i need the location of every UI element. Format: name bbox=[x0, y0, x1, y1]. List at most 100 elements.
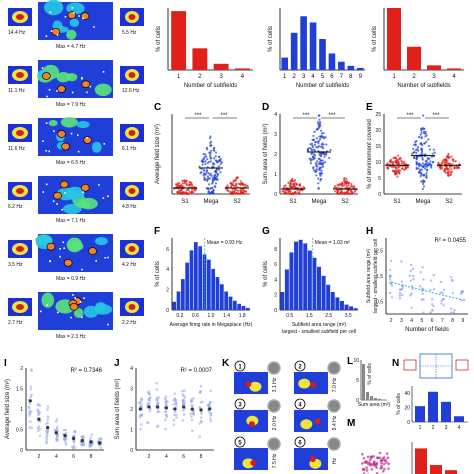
data-point bbox=[181, 191, 184, 194]
data-point bbox=[239, 189, 242, 192]
x-tick-label: 1.4 bbox=[223, 313, 230, 319]
right-rate-label: 2.2 Hz bbox=[122, 320, 137, 326]
data-point bbox=[291, 179, 294, 182]
data-point bbox=[239, 180, 243, 183]
x-tick-label: 0.5 bbox=[286, 313, 293, 319]
bar bbox=[430, 465, 442, 474]
data-point bbox=[449, 307, 453, 310]
data-point bbox=[205, 155, 208, 158]
data-point bbox=[350, 184, 353, 187]
r2-annotation: R² = 0.0455 bbox=[434, 238, 466, 244]
data-point bbox=[345, 181, 348, 184]
unvisited-bin bbox=[102, 197, 105, 199]
data-point bbox=[375, 456, 379, 460]
data-point bbox=[209, 389, 212, 393]
data-point bbox=[316, 127, 319, 130]
data-point bbox=[209, 137, 212, 140]
data-point bbox=[433, 151, 436, 154]
data-point bbox=[427, 138, 430, 141]
sig-label: *** bbox=[220, 113, 228, 119]
data-point bbox=[207, 410, 211, 414]
data-point bbox=[192, 397, 195, 400]
data-point bbox=[328, 156, 331, 159]
data-point bbox=[389, 291, 392, 295]
data-point bbox=[213, 185, 216, 188]
bar bbox=[328, 53, 336, 70]
label-bg bbox=[330, 452, 338, 470]
data-point bbox=[314, 141, 317, 144]
environment-icon bbox=[267, 361, 281, 375]
map-index: 3 bbox=[238, 403, 242, 409]
data-point bbox=[372, 463, 376, 467]
data-point bbox=[342, 184, 345, 187]
data-point bbox=[431, 303, 434, 306]
data-point bbox=[323, 155, 326, 158]
x-tick-label: 1 bbox=[419, 425, 422, 431]
bar bbox=[366, 392, 369, 400]
data-point bbox=[209, 151, 212, 154]
sig-label: *** bbox=[302, 113, 310, 119]
x-tick-label: 2 bbox=[292, 74, 296, 80]
data-point bbox=[310, 148, 313, 151]
data-point bbox=[198, 422, 201, 425]
example-map bbox=[294, 410, 328, 432]
data-point bbox=[429, 279, 433, 282]
data-point bbox=[155, 425, 159, 428]
mean-point bbox=[208, 407, 212, 411]
data-point bbox=[365, 469, 369, 472]
unvisited-bin bbox=[107, 256, 109, 259]
data-point bbox=[348, 192, 351, 195]
data-point bbox=[389, 259, 393, 263]
data-point bbox=[234, 179, 237, 182]
data-point bbox=[209, 135, 212, 138]
data-point bbox=[452, 311, 456, 314]
data-point bbox=[198, 165, 201, 168]
field-peak bbox=[128, 130, 136, 136]
data-point bbox=[353, 189, 357, 192]
x-tick-label: Mega bbox=[203, 199, 219, 205]
data-point bbox=[388, 278, 392, 281]
data-point bbox=[419, 175, 422, 178]
x-tick-label: 3 bbox=[400, 318, 403, 324]
field-peak bbox=[16, 246, 24, 252]
mean-point bbox=[80, 438, 84, 443]
data-point bbox=[293, 178, 297, 182]
data-point bbox=[287, 181, 290, 184]
data-point bbox=[322, 137, 326, 140]
data-point bbox=[202, 157, 206, 160]
y-tick-label: 2 bbox=[166, 288, 169, 294]
data-point bbox=[425, 140, 428, 143]
data-point bbox=[242, 191, 245, 194]
mega-peak bbox=[57, 85, 66, 93]
mega-peak bbox=[57, 130, 66, 138]
x-axis-title: Subfield area range (m²) bbox=[292, 322, 347, 328]
data-point bbox=[392, 156, 395, 159]
data-point bbox=[336, 189, 339, 192]
max-rate-label: Max = 7.9 Hz bbox=[56, 102, 86, 108]
hist-bar bbox=[219, 284, 224, 310]
data-point bbox=[181, 182, 184, 185]
mega-peak bbox=[69, 302, 79, 311]
y-tick-label: 0.5 bbox=[376, 299, 383, 305]
unvisited-bin bbox=[107, 323, 109, 326]
data-point bbox=[324, 136, 327, 139]
x-tick-label: 1.8 bbox=[239, 313, 246, 319]
mega-peak bbox=[42, 72, 51, 80]
unvisited-bin bbox=[103, 143, 106, 145]
data-point bbox=[191, 184, 194, 187]
data-point bbox=[209, 140, 213, 143]
data-point bbox=[417, 171, 421, 174]
bar bbox=[447, 68, 461, 70]
data-point bbox=[312, 148, 315, 151]
label-bg bbox=[330, 414, 338, 432]
data-point bbox=[309, 157, 312, 161]
map-index-circle bbox=[234, 398, 246, 410]
data-point bbox=[209, 155, 212, 158]
sig-label: *** bbox=[194, 113, 202, 119]
data-point bbox=[148, 392, 151, 396]
unvisited-bin bbox=[56, 311, 59, 314]
data-point bbox=[346, 190, 349, 193]
unvisited-bin bbox=[81, 191, 84, 194]
data-point bbox=[447, 167, 450, 171]
data-point bbox=[202, 152, 205, 156]
